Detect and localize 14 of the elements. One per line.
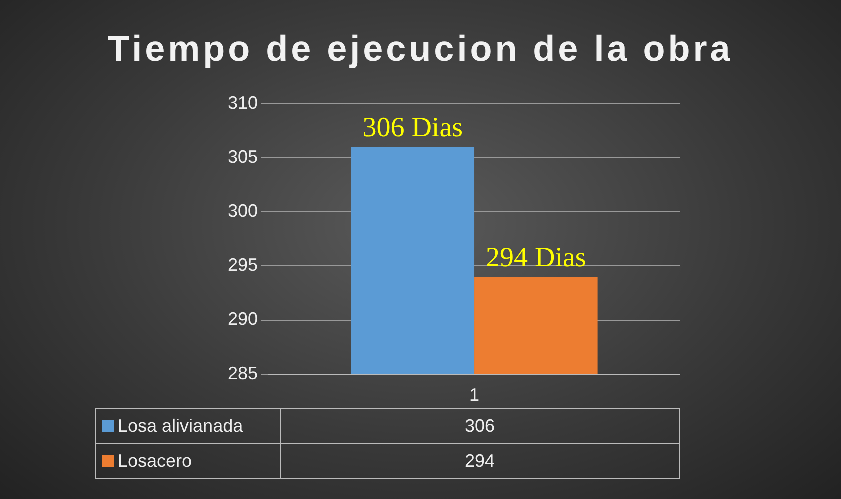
legend-label: Losacero <box>96 444 280 478</box>
text: 306 <box>280 408 680 444</box>
data-label: 294 Dias <box>486 242 586 274</box>
text: 294 <box>280 444 680 478</box>
y-tick-label: 310 <box>228 92 258 113</box>
y-tick-label: 285 <box>228 363 258 384</box>
chart-title: Tiempo de ejecucion de la obra <box>106 28 734 70</box>
y-tick-label: 305 <box>228 146 258 167</box>
data-label: 306 Dias <box>362 112 464 144</box>
y-tick-label: 290 <box>228 309 258 330</box>
y-tick-label: 295 <box>228 255 258 276</box>
legend-label: Losa alivianada <box>96 408 280 444</box>
y-tick-label: 300 <box>228 201 258 222</box>
x-tick-label: 1 <box>470 385 480 406</box>
